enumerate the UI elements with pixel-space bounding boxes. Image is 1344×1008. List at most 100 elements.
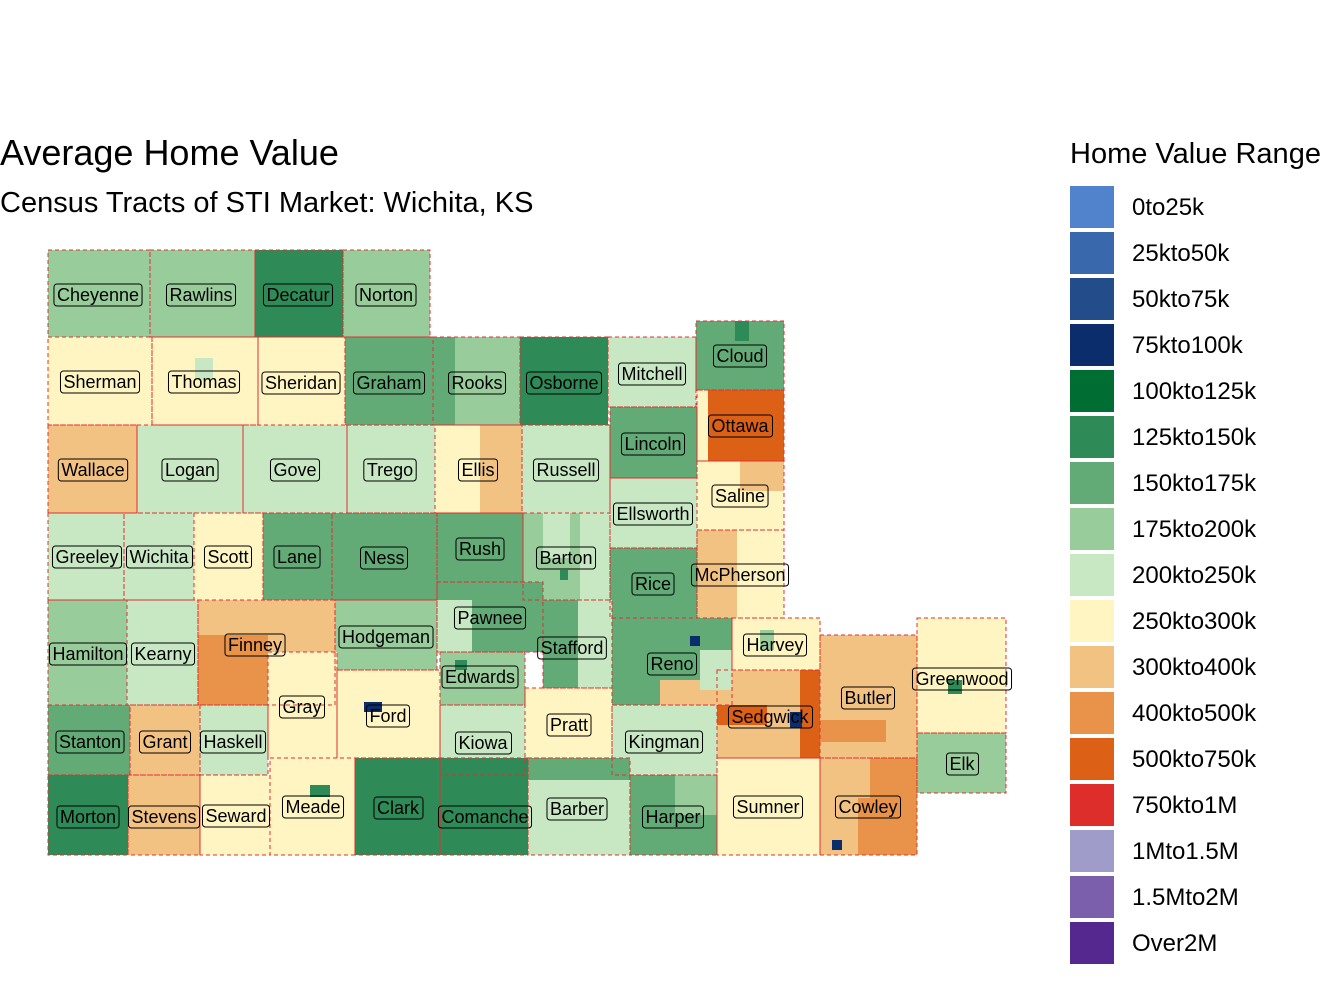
county-border [47,512,125,601]
legend-swatch [1070,186,1114,228]
label-box [546,797,608,821]
county-name: Kingman [628,732,699,752]
county-label-wichita: Wichita [125,545,193,569]
legend-swatch [1070,278,1114,320]
label-box [620,432,686,456]
county-name: Stanton [59,732,121,752]
county-name: Gove [273,460,316,480]
county-label-kearny: Kearny [130,642,196,666]
county-name: McPherson [694,565,785,585]
county-label-elk: Elk [945,752,979,776]
legend-item: 250kto300k [1070,600,1344,644]
label-box [57,458,129,482]
legend-label: 500kto750k [1132,746,1257,773]
label-box [840,686,896,710]
legend-swatch [1070,646,1114,688]
tract-patch [790,712,802,728]
legend-swatch [1070,462,1114,504]
county-border [149,249,256,338]
label-box [454,731,512,755]
county-name: Rice [635,574,671,594]
legend-swatch [1070,324,1114,366]
tract-patch [675,775,717,815]
legend-label: 0to25k [1132,194,1205,221]
county-label-trego: Trego [363,458,417,482]
county-name: Stevens [131,807,196,827]
label-box [278,695,326,719]
county-ford [336,669,441,759]
county-name: Seward [205,806,266,826]
county-border [716,669,821,759]
legend-swatch [1070,692,1114,734]
legend-swatch [1070,922,1114,964]
legend-label: 1Mto1.5M [1132,838,1239,865]
county-name: Elk [949,754,975,774]
county-label-logan: Logan [161,458,219,482]
legend-label: Over2M [1132,930,1218,957]
county-label-mitchell: Mitchell [617,362,687,386]
label-box [612,502,694,526]
county-name: Ness [363,548,404,568]
county-border [439,704,526,776]
tract-patch [580,513,610,600]
county-rush [436,512,524,583]
legend-item: 25kto50k [1070,232,1344,276]
county-label-harvey: Harvey [742,633,808,657]
county-border [716,757,821,856]
legend-label: 200kto250k [1132,562,1257,589]
county-label-comanche: Comanche [437,805,533,829]
county-wichita [123,512,195,601]
county-name: Stafford [541,638,604,658]
tract-patch [480,425,522,513]
county-label-haskell: Haskell [199,730,267,754]
county-name: Ellis [461,460,494,480]
legend-item: 175kto200k [1070,508,1344,552]
county-label-russell: Russell [532,458,600,482]
legend-item: 300kto400k [1070,646,1344,690]
tract-patch [820,758,870,798]
label-box [834,795,902,819]
legend-item: 50kto75k [1070,278,1344,322]
label-box [224,633,286,657]
county-edwards [439,651,526,706]
label-box [532,458,600,482]
label-box [641,805,705,829]
county-border [47,704,131,776]
county-label-sheridan: Sheridan [261,371,341,395]
county-label-kingman: Kingman [624,730,704,754]
label-box [690,563,790,587]
county-label-cheyenne: Cheyenne [53,283,143,307]
county-name: Pratt [550,715,588,735]
tract-patch [560,570,568,580]
tract-patch [543,600,578,688]
county-label-stanton: Stanton [55,730,125,754]
county-label-scott: Scott [203,545,253,569]
county-name: Hamilton [52,644,123,664]
county-border [432,336,521,426]
label-box [262,283,334,307]
label-box [48,642,128,666]
label-box [338,625,434,649]
county-name: Cloud [716,346,763,366]
county-label-ness: Ness [359,546,409,570]
county-label-rush: Rush [455,537,505,561]
legend-title: Home Value Range [1070,138,1321,170]
tract-patch [708,390,784,461]
county-label-ford: Ford [365,704,411,728]
county-name: Ford [369,706,406,726]
tract-patch [310,785,330,797]
label-box [199,730,267,754]
label-box [525,371,603,395]
legend-swatch [1070,416,1114,458]
label-box [742,633,808,657]
county-border [342,249,431,338]
county-label-mcpherson: McPherson [690,563,790,587]
county-stanton [47,704,131,776]
label-box [59,370,141,394]
tract-patch [800,670,820,758]
legend-item: 0to25k [1070,186,1344,230]
county-elk [916,732,1007,794]
county-haskell [199,704,269,776]
county-label-ellis: Ellis [457,458,499,482]
label-box [130,642,196,666]
